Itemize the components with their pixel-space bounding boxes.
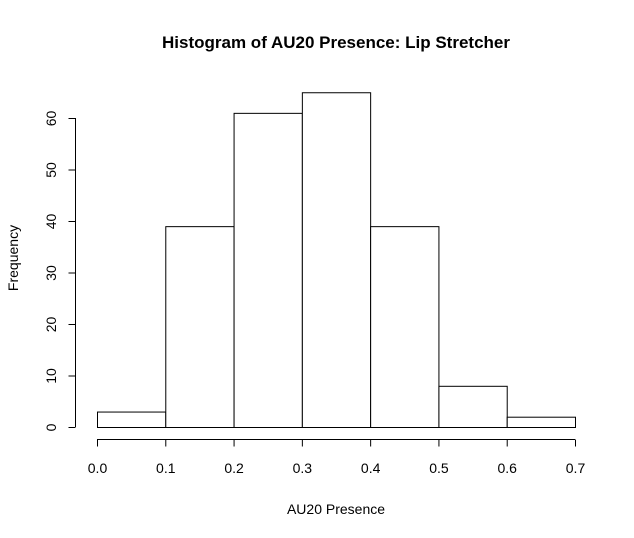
y-tick-label-3: 30 (43, 265, 59, 281)
chart-title: Histogram of AU20 Presence: Lip Stretche… (162, 33, 510, 52)
y-tick-label-1: 10 (43, 368, 59, 384)
histogram-bar-5 (438, 385, 508, 428)
y-tick-label-4: 40 (43, 214, 59, 230)
x-tick-label-7: 0.7 (566, 460, 586, 476)
x-tick-label-3: 0.3 (293, 460, 313, 476)
x-tick-label-2: 0.2 (224, 460, 244, 476)
y-tick-label-0: 0 (43, 423, 59, 431)
y-axis-label: Frequency (5, 225, 21, 291)
histogram-bar-0 (97, 411, 167, 428)
histogram-bar-3 (301, 92, 372, 428)
x-tick-label-5: 0.5 (429, 460, 449, 476)
x-axis: 0.0 0.1 0.2 0.3 0.4 0.5 0.6 0.7 (88, 439, 586, 476)
bars-group (97, 92, 577, 429)
x-tick-label-4: 0.4 (361, 460, 381, 476)
y-tick-label-2: 20 (43, 317, 59, 333)
y-tick-label-5: 50 (43, 162, 59, 178)
x-axis-label: AU20 Presence (287, 501, 385, 517)
x-tick-label-1: 0.1 (156, 460, 176, 476)
y-tick-label-6: 60 (43, 111, 59, 127)
x-tick-label-0: 0.0 (88, 460, 108, 476)
histogram-bar-1 (165, 226, 235, 428)
y-axis: 0 10 20 30 40 50 60 (43, 111, 76, 431)
histogram-bar-6 (506, 416, 577, 429)
x-tick-label-6: 0.6 (497, 460, 517, 476)
histogram-bar-2 (233, 112, 303, 428)
histogram-bar-4 (370, 226, 440, 428)
